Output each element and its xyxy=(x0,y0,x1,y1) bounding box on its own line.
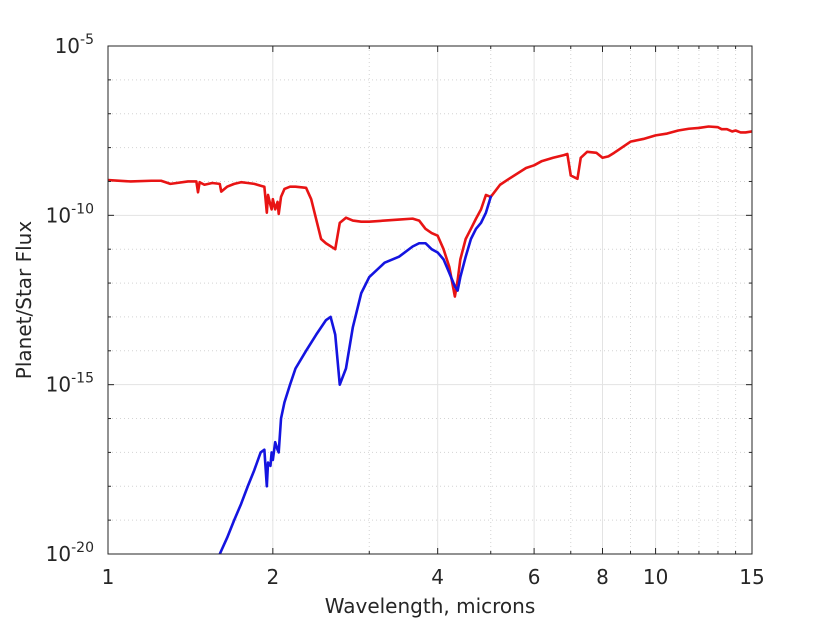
x-tick-label: 10 xyxy=(643,565,668,589)
x-tick-label: 1 xyxy=(102,565,115,589)
y-tick-base: 10 xyxy=(55,34,80,58)
y-tick-label: 10-15 xyxy=(46,371,94,397)
x-tick-label: 4 xyxy=(431,565,444,589)
y-tick-exponent: -15 xyxy=(71,371,94,387)
y-tick-exponent: -20 xyxy=(71,540,94,556)
x-tick-label: 15 xyxy=(739,565,764,589)
y-tick-label: 10-5 xyxy=(55,32,94,58)
x-tick-label: 2 xyxy=(266,565,279,589)
y-tick-exponent: -10 xyxy=(71,201,94,217)
y-tick-base: 10 xyxy=(46,203,71,227)
y-tick-base: 10 xyxy=(46,542,71,566)
x-tick-label: 6 xyxy=(528,565,541,589)
x-tick-labels: 1 2 4 6 8 10 15 xyxy=(102,565,765,589)
y-tick-base: 10 xyxy=(46,373,71,397)
y-tick-label: 10-10 xyxy=(46,201,94,227)
x-axis-label: Wavelength, microns xyxy=(325,594,536,618)
x-tick-label: 8 xyxy=(596,565,609,589)
y-tick-label: 10-20 xyxy=(46,540,94,566)
y-tick-exponent: -5 xyxy=(80,32,94,48)
y-axis-label: Planet/Star Flux xyxy=(12,221,36,380)
